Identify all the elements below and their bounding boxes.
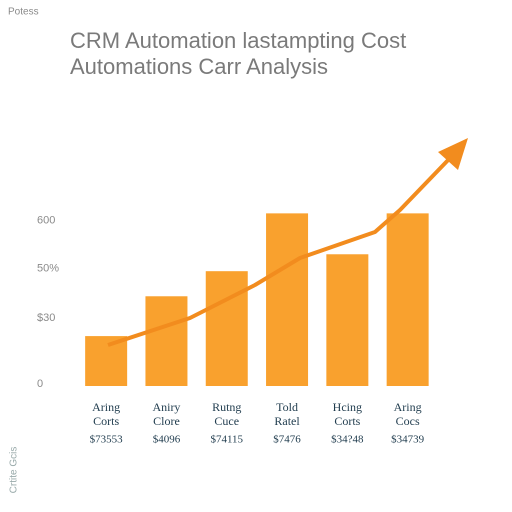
trend-line — [107, 154, 454, 347]
chart-title: Automations Carr Analysis — [70, 54, 328, 79]
x-tick-label: Hcing — [333, 400, 362, 414]
bar — [386, 213, 429, 386]
arrow-head — [438, 138, 468, 170]
trend-arrow — [107, 138, 468, 347]
side-label: Crtite Gcis — [9, 447, 20, 494]
bar — [266, 213, 309, 386]
amount-label: $7476 — [273, 434, 301, 446]
x-tick-label: Clore — [153, 414, 180, 428]
corner-label: Potess — [8, 7, 39, 18]
amount-label: $34?48 — [331, 434, 364, 446]
x-tick-label: Corts — [93, 414, 119, 428]
y-tick-label: 0 — [37, 378, 43, 390]
x-tick-label: Cuce — [214, 414, 239, 428]
bar — [145, 296, 188, 386]
x-tick-label: Aniry — [152, 400, 180, 414]
bar — [205, 271, 248, 386]
amount-label: $4096 — [153, 434, 181, 446]
y-tick-label: 50% — [37, 262, 59, 274]
x-tick-label: Ratel — [274, 414, 300, 428]
bar — [85, 336, 128, 386]
amount-label: $73553 — [90, 434, 124, 446]
y-tick-label: 600 — [37, 214, 55, 226]
x-tick-label: Rutng — [212, 400, 241, 414]
amount-label: $34739 — [391, 434, 425, 446]
y-tick-label: $30 — [37, 312, 55, 324]
x-tick-label: Cocs — [396, 414, 420, 428]
x-tick-label: Aring — [92, 400, 120, 414]
chart-title: CRM Automation lastampting Cost — [70, 28, 406, 53]
bar — [326, 254, 369, 386]
x-tick-label: Corts — [334, 414, 360, 428]
x-tick-label: Told — [276, 400, 298, 414]
x-tick-label: Aring — [394, 400, 422, 414]
amount-label: $74115 — [210, 434, 243, 446]
bars — [85, 213, 429, 386]
